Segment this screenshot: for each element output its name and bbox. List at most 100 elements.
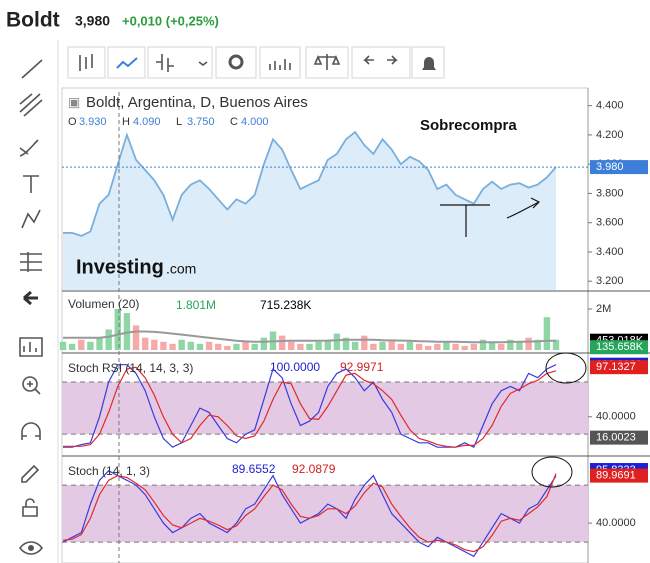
settings-button[interactable] <box>215 46 257 79</box>
volume-bar <box>141 337 149 350</box>
volume-bar <box>68 343 76 350</box>
readout: 100.0000 <box>270 360 320 374</box>
volume-bar <box>470 343 478 350</box>
brush-tool[interactable] <box>19 139 39 157</box>
ohlc-key: C <box>230 116 238 128</box>
readout: 92.9971 <box>340 360 384 374</box>
undo-redo-button[interactable] <box>351 46 411 79</box>
y-tick-label: 2M <box>596 303 611 315</box>
volume-bar <box>278 335 286 350</box>
ohlc-value: 3.750 <box>187 116 215 128</box>
hand-circle <box>545 352 587 384</box>
y-tick-label: 3.600 <box>596 217 624 229</box>
text-tool[interactable] <box>23 175 39 193</box>
readout: 89.6552 <box>232 462 276 476</box>
pattern-tool[interactable] <box>21 209 41 229</box>
volume-bar <box>516 341 523 350</box>
y-tick-label: 4.200 <box>596 129 624 141</box>
visibility-tool[interactable] <box>18 541 44 555</box>
volume-bar <box>351 341 359 350</box>
projection-tool[interactable] <box>20 252 42 272</box>
volume-bar <box>406 341 414 350</box>
volume-bar <box>105 329 112 350</box>
icon <box>27 381 41 395</box>
volume-bar <box>525 337 532 350</box>
top-toolbar <box>67 46 445 79</box>
measure-tool[interactable] <box>19 337 43 357</box>
volume-bar <box>498 343 505 350</box>
icon <box>79 54 93 71</box>
price-tag-label: 16.0023 <box>596 432 636 444</box>
ohlc-key: O <box>68 116 77 128</box>
logo: Investing <box>76 256 164 278</box>
lock-draw-tool[interactable] <box>21 464 40 483</box>
volume-bar <box>452 343 459 350</box>
fib-tool[interactable] <box>19 93 43 117</box>
volume-bar <box>224 345 231 350</box>
volume-bar <box>215 343 222 350</box>
volume-bar <box>169 343 176 350</box>
icon <box>228 54 244 70</box>
ohlc-key: L <box>176 116 182 128</box>
pane-title: Stoch (14, 1, 3) <box>68 464 150 478</box>
volume-bar <box>205 341 213 350</box>
y-tick-label: 40.0000 <box>596 517 636 529</box>
volume-bar <box>534 339 541 350</box>
price-tag-label: 97.1327 <box>596 361 636 373</box>
volume-bar <box>479 339 487 350</box>
volume-bar <box>333 333 341 350</box>
volume-bar <box>552 339 560 350</box>
icon <box>156 54 208 72</box>
pane-title: Volumen (20) <box>68 297 139 311</box>
y-tick-label: 40.0000 <box>596 411 636 423</box>
volume-bar <box>397 343 404 350</box>
volume-bar <box>196 343 204 350</box>
readout: 92.0879 <box>292 462 336 476</box>
area-fill <box>63 132 556 290</box>
price-tag <box>590 430 648 445</box>
y-tick-label: 3.400 <box>596 246 624 258</box>
price-tag <box>590 160 648 175</box>
y-tick-label: 3.200 <box>596 275 624 287</box>
volume-bar <box>488 341 496 350</box>
volume-bar <box>132 325 140 350</box>
symbol: Boldt <box>6 9 60 32</box>
volume-bar <box>114 308 121 350</box>
readout: 715.238K <box>260 298 311 312</box>
magnet-tool[interactable] <box>21 422 41 440</box>
readout: 1.801M <box>176 298 216 312</box>
left-toolbar <box>18 40 59 563</box>
volume-bar <box>160 341 167 350</box>
volume-bar <box>342 337 350 350</box>
volume-bar <box>123 313 131 350</box>
icon <box>28 545 34 551</box>
annotation: Sobrecompra <box>420 117 517 134</box>
price-tag-label: 89.9691 <box>596 470 636 482</box>
icon <box>363 55 398 65</box>
moving-average <box>63 330 556 344</box>
legend-marker: ▣ <box>68 94 80 109</box>
back-button[interactable] <box>23 290 38 306</box>
indicators-button[interactable] <box>259 46 301 79</box>
price-tag <box>590 340 648 355</box>
price-tag-label: 135.658K <box>596 341 644 353</box>
volume-bar <box>379 341 386 350</box>
volume-bar <box>315 341 322 350</box>
line-button[interactable] <box>107 46 146 79</box>
volume-bar <box>187 341 195 350</box>
plot-area: 4.400 4.200 4.000 3.800 3.600 3.400 3.200 O3.93… <box>59 100 648 558</box>
pane-title: Stoch RSI (14, 14, 3, 3) <box>68 361 193 375</box>
ohlc-value: 4.000 <box>241 116 269 128</box>
trend-tool[interactable] <box>21 59 43 79</box>
zoom-tool[interactable] <box>22 376 38 392</box>
ohlc-value: 3.930 <box>79 116 107 128</box>
lock-tool[interactable] <box>22 498 38 517</box>
y-tick-label: 3.800 <box>596 187 624 199</box>
volume-bar <box>297 343 304 350</box>
volume-bar <box>87 341 94 350</box>
icon <box>313 54 341 70</box>
volume-bar <box>288 341 295 350</box>
price-tag <box>590 360 648 375</box>
hand-drawing <box>440 197 541 237</box>
